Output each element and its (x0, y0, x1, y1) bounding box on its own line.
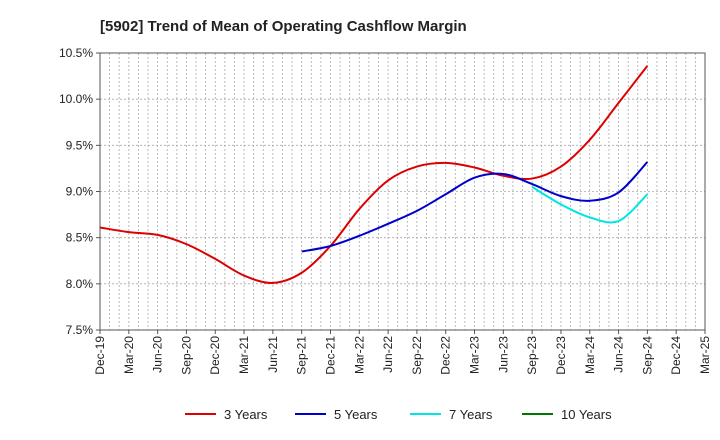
x-tick-label: Mar-21 (237, 336, 251, 374)
series-line-7-years (531, 186, 649, 224)
x-tick-label: Dec-21 (323, 336, 337, 375)
y-tick-label: 8.5% (66, 231, 94, 245)
y-tick-label: 7.5% (66, 323, 94, 337)
x-tick-label: Mar-23 (468, 336, 482, 374)
legend: 3 Years 5 Years 7 Years 10 Years (185, 407, 612, 422)
y-axis-ticks: 7.5% 8.0% 8.5% 9.0% 9.5% 10.0% 10.5% (59, 46, 100, 337)
series-line-3-years (99, 65, 649, 284)
plot-area-frame (99, 52, 706, 331)
x-tick-label: Dec-22 (439, 336, 453, 375)
y-tick-label: 10.0% (59, 92, 93, 106)
x-tick-label: Dec-19 (93, 336, 107, 375)
x-axis-ticks: Dec-19 Mar-20 Jun-20 Sep-20 Dec-20 Mar-21 Jun-… (93, 330, 712, 375)
x-tick-label: Sep-23 (525, 336, 539, 375)
legend-label-10-years: 10 Years (561, 407, 612, 422)
x-tick-label: Jun-24 (612, 336, 626, 373)
series-lines (99, 65, 649, 284)
grid (100, 53, 705, 330)
x-tick-label: Mar-22 (352, 336, 366, 374)
x-tick-label: Mar-25 (698, 336, 712, 374)
x-tick-label: Mar-20 (122, 336, 136, 374)
x-tick-label: Dec-20 (208, 336, 222, 375)
x-tick-label: Sep-21 (295, 336, 309, 375)
y-tick-label: 10.5% (59, 46, 93, 60)
legend-label-3-years: 3 Years (224, 407, 268, 422)
legend-label-5-years: 5 Years (334, 407, 378, 422)
x-tick-label: Jun-23 (496, 336, 510, 373)
x-tick-label: Sep-22 (410, 336, 424, 375)
x-tick-label: Jun-20 (151, 336, 165, 373)
x-tick-label: Jun-22 (381, 336, 395, 373)
legend-label-7-years: 7 Years (449, 407, 493, 422)
y-tick-label: 9.5% (66, 138, 94, 152)
x-tick-label: Jun-21 (266, 336, 280, 373)
chart-title: [5902] Trend of Mean of Operating Cashfl… (100, 18, 467, 35)
x-tick-label: Dec-23 (554, 336, 568, 375)
y-tick-label: 8.0% (66, 277, 94, 291)
x-tick-label: Mar-24 (583, 336, 597, 374)
x-tick-label: Sep-20 (179, 336, 193, 375)
y-tick-label: 9.0% (66, 185, 94, 199)
series-line-5-years (301, 161, 649, 253)
x-tick-label: Sep-24 (640, 336, 654, 375)
x-tick-label: Dec-24 (669, 336, 683, 375)
